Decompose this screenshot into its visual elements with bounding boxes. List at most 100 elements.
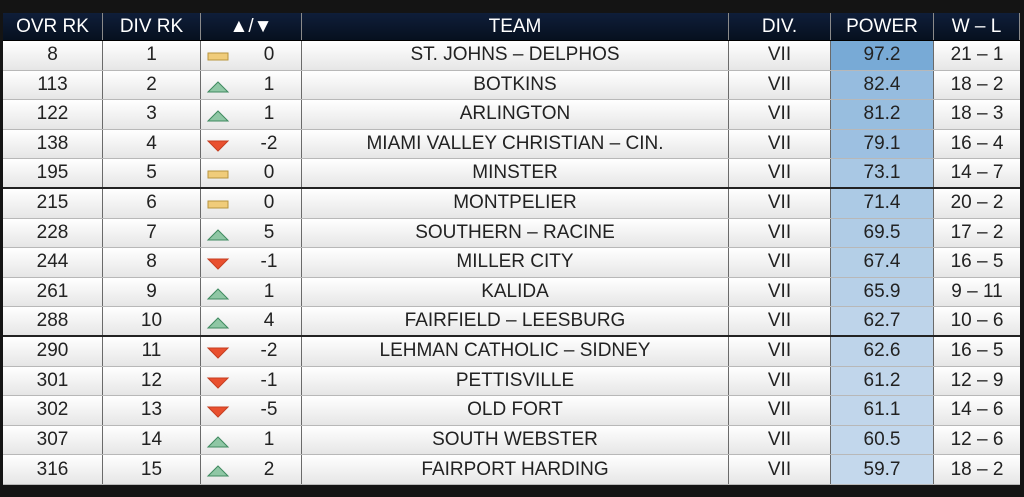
- team-cell: FAIRFIELD – LEESBURG: [302, 307, 729, 335]
- change-icon: [206, 288, 230, 300]
- table-row: 8 1 0 ST. JOHNS – DELPHOS VII 97.2 21 – 1: [3, 41, 1020, 71]
- power-cell: 62.6: [831, 336, 934, 366]
- power-cell: 67.4: [831, 248, 934, 277]
- change-shape: [206, 406, 230, 418]
- div-rank-cell: 9: [103, 277, 201, 307]
- division-cell: VII: [729, 455, 831, 484]
- change-value: 1: [263, 429, 275, 451]
- header-cell: DIV RK: [103, 13, 201, 40]
- table-row: 290 11 -2 LEHMAN CATHOLIC – SIDNEY VII 62.6 16…: [3, 336, 1020, 367]
- power-cell: 61.2: [831, 366, 934, 396]
- team-cell: SOUTHERN – RACINE: [302, 218, 729, 248]
- change-icon: [207, 52, 229, 61]
- ovr-rank-cell: 195: [3, 159, 103, 187]
- team-cell: OLD FORT: [302, 396, 729, 425]
- division-cell: VII: [729, 41, 831, 70]
- change-shape: [206, 347, 230, 359]
- change-shape: [206, 465, 230, 477]
- change-shape: [206, 436, 230, 448]
- ovr-rank-cell: 215: [3, 188, 103, 218]
- change-icon: [206, 377, 230, 389]
- change-shape: [206, 377, 230, 389]
- ovr-rank-cell: 228: [3, 218, 103, 248]
- team-cell: KALIDA: [302, 277, 729, 307]
- change-value: 0: [263, 44, 275, 66]
- power-cell: 73.1: [831, 159, 934, 187]
- power-table: OVR RK DIV RK ▲/▼ TEAM DIV. POWER W – L 8 1 0 ST. …: [3, 13, 1020, 485]
- rank-change-cell: 0: [201, 159, 302, 187]
- team-cell: MINSTER: [302, 159, 729, 187]
- change-value: -2: [260, 133, 278, 155]
- table-row: 113 2 1 BOTKINS VII 82.4 18 – 2: [3, 70, 1020, 101]
- win-loss-cell: 14 – 7: [950, 162, 1004, 184]
- table-row: 138 4 -2 MIAMI VALLEY CHRISTIAN – CIN. VII 79…: [3, 129, 1020, 160]
- change-value: 4: [263, 310, 275, 332]
- table-row: 215 6 0 MONTPELIER VII 71.4 20 – 2: [3, 188, 1020, 219]
- change-icon: [206, 140, 230, 152]
- div-rank-cell: 1: [103, 41, 201, 70]
- rank-change-cell: 5: [201, 218, 302, 248]
- header-cell: TEAM: [302, 13, 729, 40]
- change-shape: [206, 288, 230, 300]
- change-icon: [207, 200, 229, 209]
- change-icon: [206, 228, 230, 241]
- change-value: -1: [260, 251, 278, 273]
- rank-change-cell: 0: [201, 188, 302, 218]
- change-value: 0: [263, 162, 275, 184]
- table-row: 244 8 -1 MILLER CITY VII 67.4 16 – 5: [3, 248, 1020, 278]
- rank-change-cell: -1: [201, 248, 302, 277]
- div-rank-cell: 8: [103, 248, 201, 277]
- team-cell: SOUTH WEBSTER: [302, 425, 729, 455]
- change-value: 5: [263, 221, 275, 243]
- division-cell: VII: [729, 277, 831, 307]
- change-icon: [206, 406, 230, 418]
- header-cell: ▲/▼: [201, 13, 302, 40]
- header-cell: OVR RK: [3, 13, 103, 40]
- rank-change-cell: -2: [201, 336, 302, 366]
- div-rank-cell: 4: [103, 129, 201, 159]
- ovr-rank-cell: 261: [3, 277, 103, 307]
- change-value: 1: [263, 73, 275, 95]
- table-row: 195 5 0 MINSTER VII 73.1 14 – 7: [3, 159, 1020, 189]
- division-cell: VII: [729, 129, 831, 159]
- div-rank-cell: 7: [103, 218, 201, 248]
- change-value: 2: [263, 458, 275, 480]
- power-cell: 69.5: [831, 218, 934, 248]
- rank-change-cell: 1: [201, 70, 302, 100]
- power-cell: 81.2: [831, 100, 934, 129]
- division-cell: VII: [729, 425, 831, 455]
- division-cell: VII: [729, 396, 831, 425]
- win-loss-cell: 21 – 1: [950, 44, 1004, 66]
- division-cell: VII: [729, 218, 831, 248]
- team-cell: BOTKINS: [302, 70, 729, 100]
- change-value: 1: [263, 281, 275, 303]
- header-cell: W – L: [934, 13, 1020, 40]
- division-cell: VII: [729, 70, 831, 100]
- table-row: 301 12 -1 PETTISVILLE VII 61.2 12 – 9: [3, 366, 1020, 397]
- rank-change-cell: 1: [201, 425, 302, 455]
- change-shape: [206, 228, 230, 241]
- table-row: 261 9 1 KALIDA VII 65.9 9 – 11: [3, 277, 1020, 308]
- div-rank-cell: 5: [103, 159, 201, 187]
- change-value: 0: [263, 192, 275, 214]
- change-icon: [206, 465, 230, 477]
- win-loss-cell: 16 – 5: [950, 340, 1004, 362]
- div-rank-cell: 13: [103, 396, 201, 425]
- change-icon: [207, 170, 229, 179]
- rank-change-cell: 1: [201, 277, 302, 307]
- ovr-rank-cell: 302: [3, 396, 103, 425]
- table-row: 302 13 -5 OLD FORT VII 61.1 14 – 6: [3, 396, 1020, 426]
- header-cell: DIV.: [729, 13, 831, 40]
- win-loss-cell: 14 – 6: [950, 399, 1004, 421]
- team-cell: LEHMAN CATHOLIC – SIDNEY: [302, 336, 729, 366]
- win-loss-cell: 18 – 3: [950, 103, 1004, 125]
- rank-change-cell: -2: [201, 129, 302, 159]
- power-cell: 82.4: [831, 70, 934, 100]
- division-cell: VII: [729, 188, 831, 218]
- rank-change-cell: -1: [201, 366, 302, 396]
- ovr-rank-cell: 122: [3, 100, 103, 129]
- team-cell: ST. JOHNS – DELPHOS: [302, 41, 729, 70]
- rank-change-cell: 4: [201, 307, 302, 335]
- change-shape: [206, 258, 230, 270]
- div-rank-cell: 11: [103, 336, 201, 366]
